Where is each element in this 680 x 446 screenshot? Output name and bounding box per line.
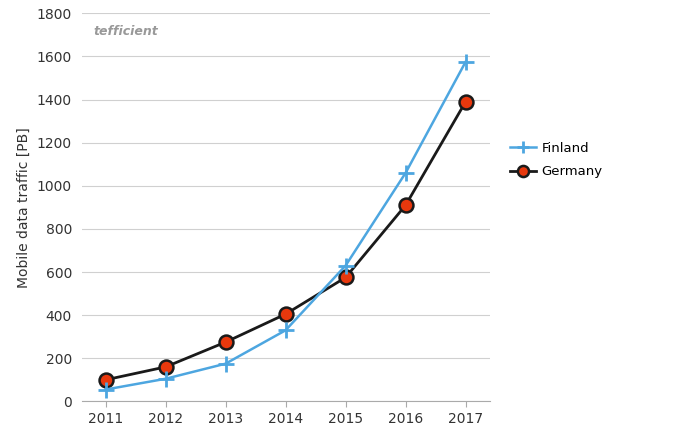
- Finland: [401, 170, 409, 176]
- Finland: [162, 376, 170, 381]
- Finland: [101, 387, 109, 392]
- Finland: [282, 327, 290, 333]
- Finland: [462, 59, 470, 65]
- Legend: Finland, Germany: Finland, Germany: [505, 136, 608, 183]
- Line: Finland: Finland: [98, 54, 473, 397]
- Germany: [282, 311, 290, 317]
- Text: tefficient: tefficient: [94, 25, 158, 38]
- Germany: [222, 339, 230, 345]
- Germany: [162, 364, 170, 370]
- Germany: [462, 99, 470, 104]
- Finland: [341, 263, 350, 268]
- Germany: [401, 202, 409, 208]
- Finland: [222, 361, 230, 366]
- Y-axis label: Mobile data traffic [PB]: Mobile data traffic [PB]: [17, 127, 31, 288]
- Germany: [341, 275, 350, 280]
- Line: Germany: Germany: [99, 95, 473, 387]
- Germany: [101, 377, 109, 383]
